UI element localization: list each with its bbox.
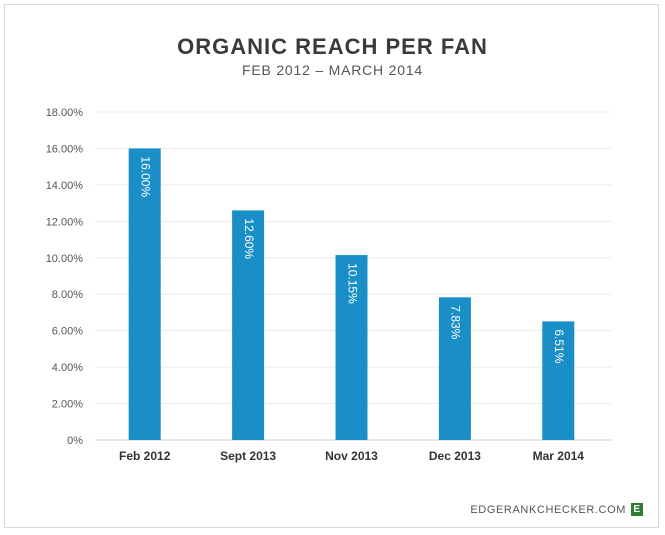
chart-title: ORGANIC REACH PER FAN	[177, 34, 488, 59]
y-tick-label: 16.00%	[46, 143, 84, 155]
bar-data-label: 12.60%	[242, 218, 256, 259]
y-tick-label: 4.00%	[52, 362, 83, 374]
y-axis-ticks: 0% 2.00% 4.00% 6.00% 8.00% 10.00% 12.00% 14.00%…	[46, 107, 84, 447]
y-tick-label: 18.00%	[46, 107, 84, 119]
source-credit: EDGERANKCHECKER.COM	[470, 503, 626, 516]
data-labels: 16.00% 12.60% 10.15% 7.83% 6.51%	[139, 156, 567, 363]
bars	[128, 148, 575, 440]
y-tick-label: 8.00%	[52, 289, 83, 301]
bar-data-label: 7.83%	[449, 305, 463, 339]
bar	[438, 297, 471, 440]
y-tick-label: 6.00%	[52, 326, 83, 338]
bar-data-label: 6.51%	[552, 329, 566, 363]
x-category-label: Dec 2013	[429, 449, 481, 463]
x-category-label: Sept 2013	[220, 449, 276, 463]
chart-card	[4, 4, 659, 528]
y-tick-label: 14.00%	[46, 180, 84, 192]
x-category-label: Mar 2014	[533, 449, 585, 463]
bar	[542, 321, 575, 440]
footer: EDGERANKCHECKER.COM E	[470, 503, 643, 516]
x-category-label: Nov 2013	[325, 449, 378, 463]
y-tick-label: 12.00%	[46, 216, 84, 228]
bar	[128, 148, 161, 440]
bar	[335, 255, 368, 440]
y-tick-label: 10.00%	[46, 253, 84, 265]
x-axis-categories: Feb 2012 Sept 2013 Nov 2013 Dec 2013 Mar 201…	[119, 449, 584, 463]
chart-subtitle: FEB 2012 – MARCH 2014	[242, 62, 423, 78]
bar-data-label: 16.00%	[139, 156, 153, 197]
y-tick-label: 2.00%	[52, 399, 83, 411]
bar-data-label: 10.15%	[345, 263, 359, 304]
x-category-label: Feb 2012	[119, 449, 171, 463]
y-tick-label: 0%	[67, 435, 83, 447]
brand-logo-icon: E	[631, 503, 643, 516]
bar	[232, 210, 265, 440]
